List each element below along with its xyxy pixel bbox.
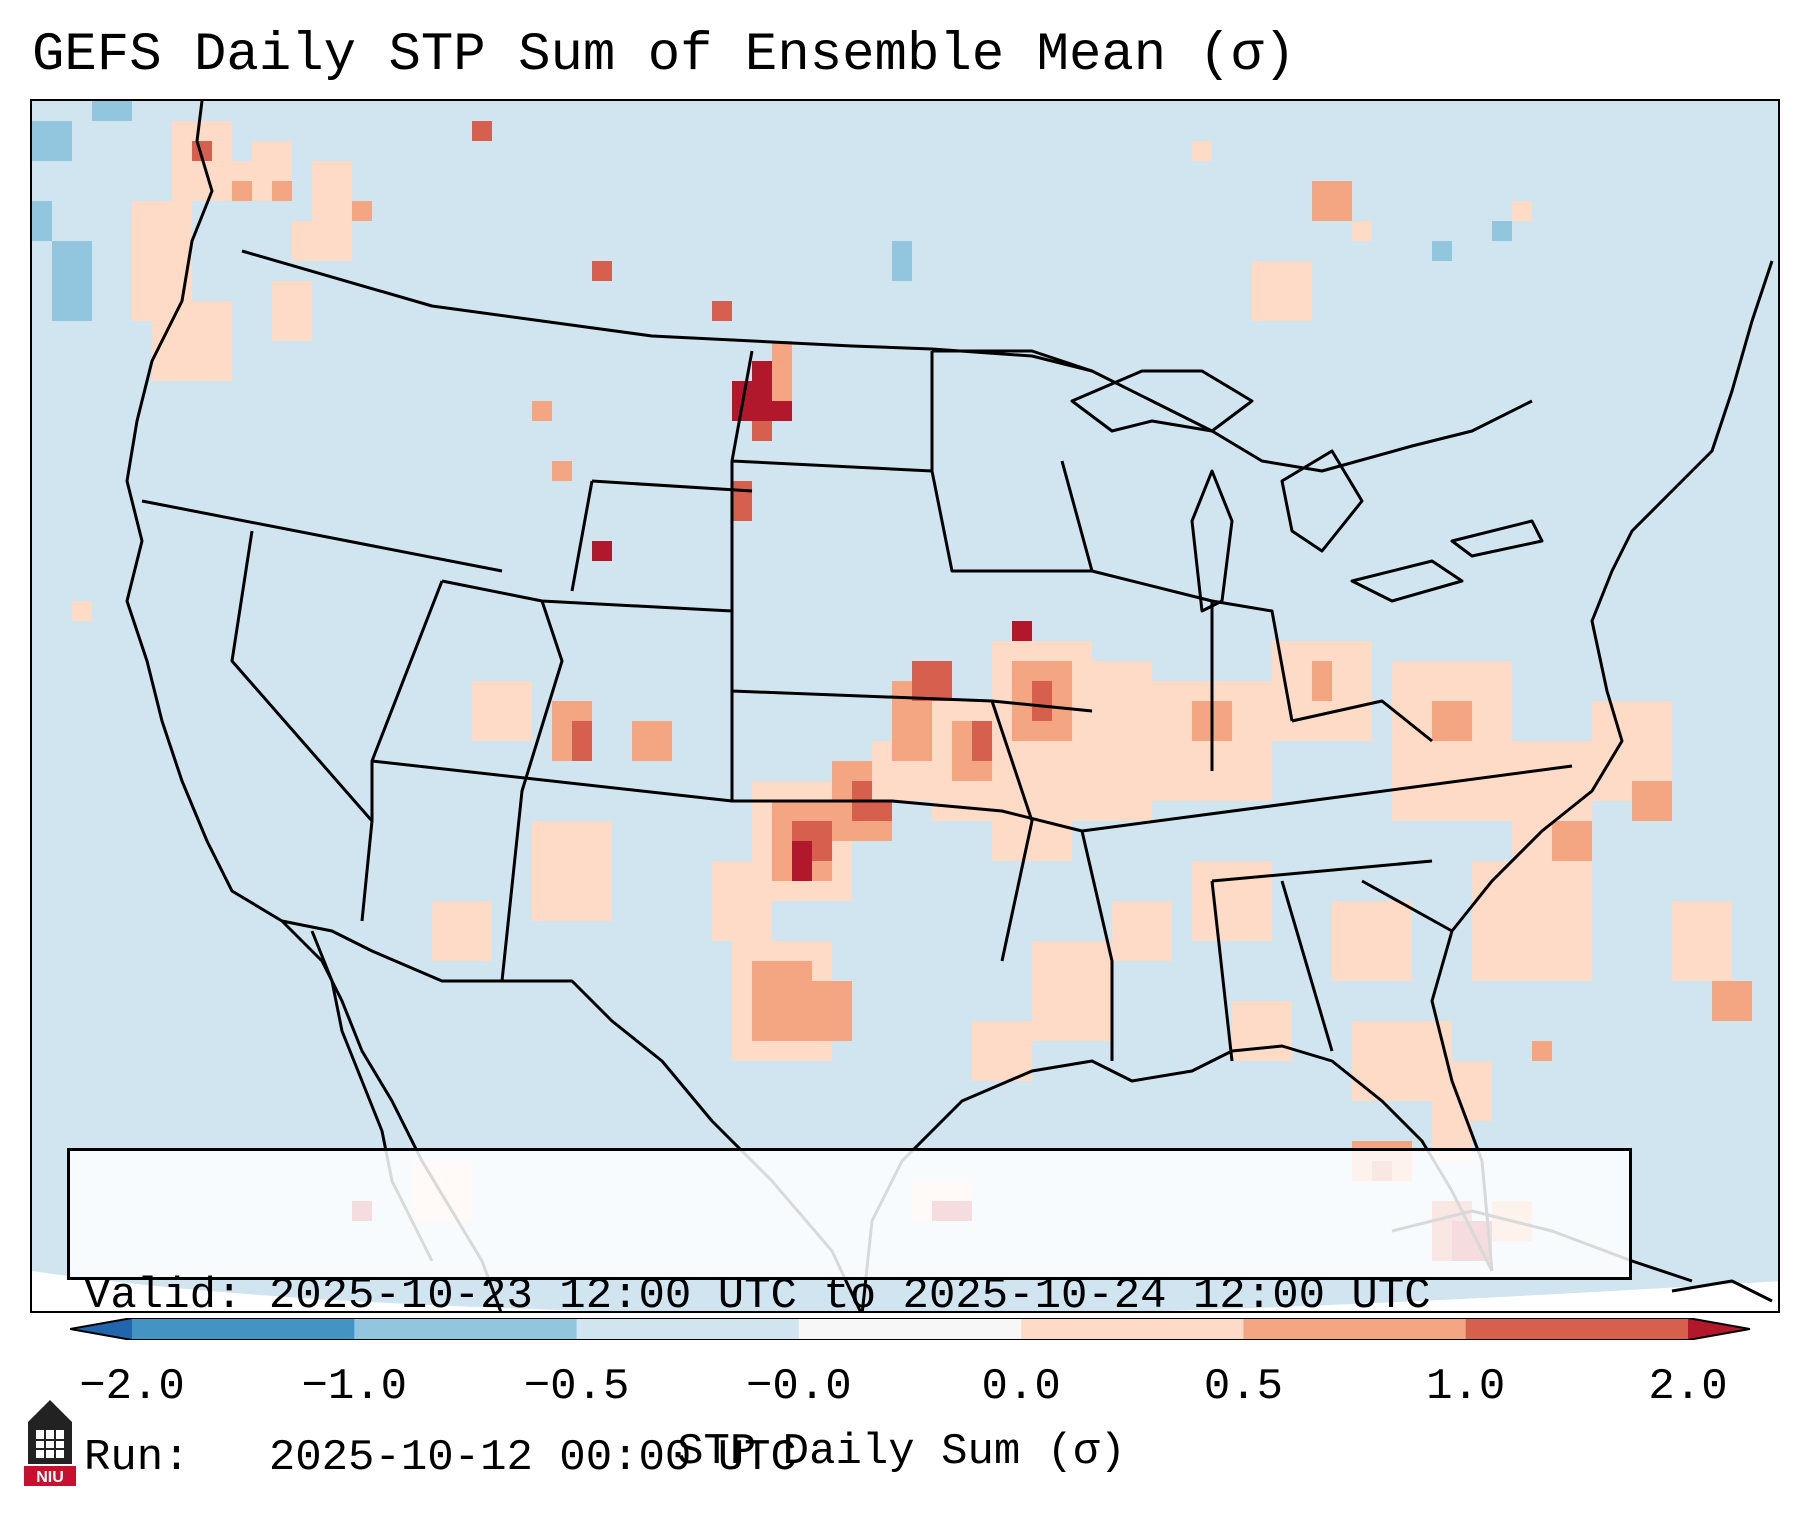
- valid-run-info-box: Valid: 2025-10-23 12:00 UTC to 2025-10-2…: [67, 1148, 1632, 1483]
- valid-value: 2025-10-23 12:00 UTC to 2025-10-24 12:00…: [268, 1271, 1431, 1321]
- stp-cell: [312, 161, 352, 221]
- stp-cell: [592, 541, 612, 561]
- run-label: Run:: [84, 1433, 190, 1483]
- colorbar-bin: [354, 1318, 578, 1340]
- coastline-west: [125, 101, 503, 1311]
- stp-map: [32, 101, 1778, 1311]
- stp-cell: [972, 721, 992, 761]
- colorbar-bin: [576, 1318, 800, 1340]
- colorbar-tick-label: 2.0: [1648, 1362, 1728, 1412]
- stp-cell: [1192, 861, 1272, 941]
- stp-cell: [792, 841, 812, 881]
- stp-cell: [432, 901, 492, 961]
- stp-cell: [1352, 221, 1372, 241]
- stp-cell: [1432, 1061, 1492, 1121]
- stp-cell: [592, 261, 612, 281]
- stp-cell: [1632, 781, 1672, 821]
- colorbar-tick-label: 1.0: [1426, 1362, 1506, 1412]
- stp-cell: [912, 661, 952, 701]
- colorbar-tick-label: −1.0: [301, 1362, 408, 1412]
- stp-cell: [52, 241, 92, 321]
- stp-cell: [1432, 701, 1472, 741]
- stp-cell: [1472, 861, 1592, 981]
- colorbar-tick-label: 0.5: [1203, 1362, 1284, 1412]
- stp-cell: [352, 201, 372, 221]
- colorbar-label: STP Daily Sum (σ): [677, 1427, 1126, 1477]
- colorbar: [70, 1318, 1750, 1340]
- stp-cell: [1032, 941, 1112, 1041]
- stp-cell: [712, 861, 772, 941]
- colorbar-extend-low: [70, 1318, 132, 1340]
- stp-cell: [32, 121, 72, 161]
- stp-cell: [1672, 901, 1732, 981]
- stp-cell: [1532, 1041, 1552, 1061]
- stp-cell: [1492, 221, 1512, 241]
- stp-cell: [1112, 901, 1172, 961]
- stp-cell: [772, 341, 792, 401]
- map-panel[interactable]: [30, 99, 1780, 1313]
- stp-cell: [892, 241, 912, 281]
- stp-cell: [752, 421, 772, 441]
- colorbar-bin: [1465, 1318, 1689, 1340]
- valid-label: Valid:: [84, 1271, 243, 1321]
- stp-cell: [272, 181, 292, 201]
- coastline-hispaniola: [1671, 1279, 1773, 1303]
- stp-cell: [1012, 621, 1032, 641]
- stp-cell: [1552, 821, 1592, 861]
- chart-title: GEFS Daily STP Sum of Ensemble Mean (σ): [32, 25, 1296, 86]
- stp-cell: [152, 301, 232, 381]
- stp-cell: [472, 121, 492, 141]
- coastline-atlantic: [1430, 260, 1774, 1272]
- valid-time-line: Valid: 2025-10-23 12:00 UTC to 2025-10-2…: [84, 1269, 1615, 1323]
- stp-cell: [752, 961, 812, 1041]
- stp-cell: [1032, 681, 1052, 721]
- state-lines: [141, 349, 1573, 1062]
- stp-cell: [1192, 141, 1212, 161]
- colorbar-tick-label: −0.5: [523, 1362, 630, 1412]
- stp-cell: [1072, 661, 1152, 821]
- colorbar-bin: [132, 1318, 355, 1340]
- stp-cell: [292, 221, 352, 261]
- stp-cell: [632, 721, 672, 761]
- stp-cell: [1312, 181, 1352, 221]
- colorbar-tick-label: 0.0: [981, 1362, 1061, 1412]
- stp-cell: [232, 181, 252, 201]
- stp-cell: [92, 101, 132, 121]
- stp-cell: [1312, 661, 1332, 701]
- stp-cell: [1232, 1001, 1292, 1061]
- stp-cell: [1332, 901, 1412, 981]
- run-value: 2025-10-12 00:00 UTC: [268, 1433, 797, 1483]
- stp-cell: [72, 601, 92, 621]
- stp-cell: [972, 1021, 1032, 1081]
- colorbar-bin: [1021, 1318, 1244, 1340]
- colorbar-bin: [798, 1318, 1022, 1340]
- colorbar-tick-label: −2.0: [79, 1362, 185, 1412]
- niu-logo: NIU: [24, 1400, 76, 1486]
- stp-cell: [1252, 261, 1312, 321]
- border-canada-us: [241, 249, 1533, 473]
- stp-cell: [1432, 241, 1452, 261]
- stp-cell: [32, 201, 52, 241]
- stp-cell: [732, 481, 752, 521]
- run-time-line: Run: 2025-10-12 00:00 UTC: [84, 1431, 1615, 1485]
- stp-cell: [712, 301, 732, 321]
- stp-cell: [1512, 201, 1532, 221]
- stp-cell: [1712, 981, 1752, 1021]
- stp-cell: [572, 721, 592, 761]
- svg-text:NIU: NIU: [36, 1469, 64, 1486]
- colorbar-tick-label: −0.0: [746, 1362, 852, 1412]
- stp-cell: [272, 281, 312, 341]
- stp-cell: [552, 461, 572, 481]
- stp-cell: [472, 681, 532, 741]
- stp-cell: [532, 401, 552, 421]
- colorbar-bin: [1243, 1318, 1467, 1340]
- stp-cell: [532, 821, 612, 921]
- great-lakes: [1070, 369, 1544, 613]
- stp-cell: [812, 981, 852, 1041]
- colorbar-extend-high: [1688, 1318, 1750, 1340]
